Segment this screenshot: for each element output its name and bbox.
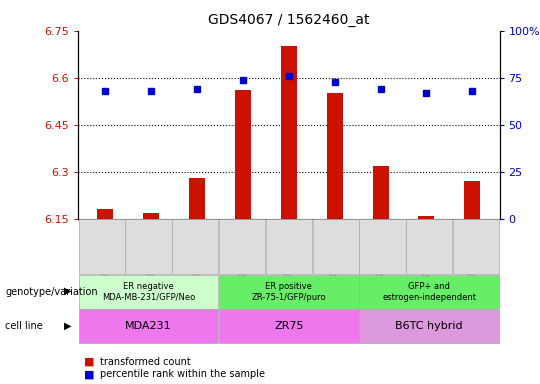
Text: ER positive
ZR-75-1/GFP/puro: ER positive ZR-75-1/GFP/puro bbox=[252, 282, 326, 301]
Text: MDA231: MDA231 bbox=[125, 321, 172, 331]
FancyBboxPatch shape bbox=[78, 310, 219, 343]
Text: ER negative
MDA-MB-231/GFP/Neo: ER negative MDA-MB-231/GFP/Neo bbox=[102, 282, 195, 301]
FancyBboxPatch shape bbox=[313, 219, 359, 274]
Text: ▶: ▶ bbox=[64, 286, 71, 296]
Bar bbox=[97, 210, 113, 219]
Title: GDS4067 / 1562460_at: GDS4067 / 1562460_at bbox=[208, 13, 370, 27]
Text: ▶: ▶ bbox=[64, 321, 71, 331]
FancyBboxPatch shape bbox=[219, 275, 359, 309]
Bar bbox=[189, 178, 205, 219]
FancyBboxPatch shape bbox=[359, 219, 406, 274]
Text: genotype/variation: genotype/variation bbox=[5, 287, 98, 297]
Text: transformed count: transformed count bbox=[100, 357, 191, 367]
Text: ■: ■ bbox=[84, 369, 94, 379]
FancyBboxPatch shape bbox=[78, 219, 125, 274]
Bar bbox=[373, 166, 389, 219]
Text: B6TC hybrid: B6TC hybrid bbox=[395, 321, 463, 331]
Text: ZR75: ZR75 bbox=[274, 321, 303, 331]
Bar bbox=[235, 90, 251, 219]
Text: ■: ■ bbox=[84, 357, 94, 367]
FancyBboxPatch shape bbox=[78, 275, 219, 309]
FancyBboxPatch shape bbox=[219, 219, 265, 274]
FancyBboxPatch shape bbox=[406, 219, 453, 274]
Text: cell line: cell line bbox=[5, 321, 43, 331]
FancyBboxPatch shape bbox=[453, 219, 500, 274]
Bar bbox=[281, 46, 297, 219]
FancyBboxPatch shape bbox=[219, 310, 359, 343]
FancyBboxPatch shape bbox=[359, 275, 500, 309]
Text: percentile rank within the sample: percentile rank within the sample bbox=[100, 369, 265, 379]
Bar bbox=[327, 93, 343, 219]
Bar bbox=[464, 181, 481, 219]
FancyBboxPatch shape bbox=[172, 219, 219, 274]
Bar bbox=[418, 216, 435, 219]
FancyBboxPatch shape bbox=[359, 310, 500, 343]
Bar bbox=[143, 213, 159, 219]
Text: GFP+ and
estrogen-independent: GFP+ and estrogen-independent bbox=[382, 282, 476, 301]
FancyBboxPatch shape bbox=[125, 219, 172, 274]
FancyBboxPatch shape bbox=[266, 219, 312, 274]
